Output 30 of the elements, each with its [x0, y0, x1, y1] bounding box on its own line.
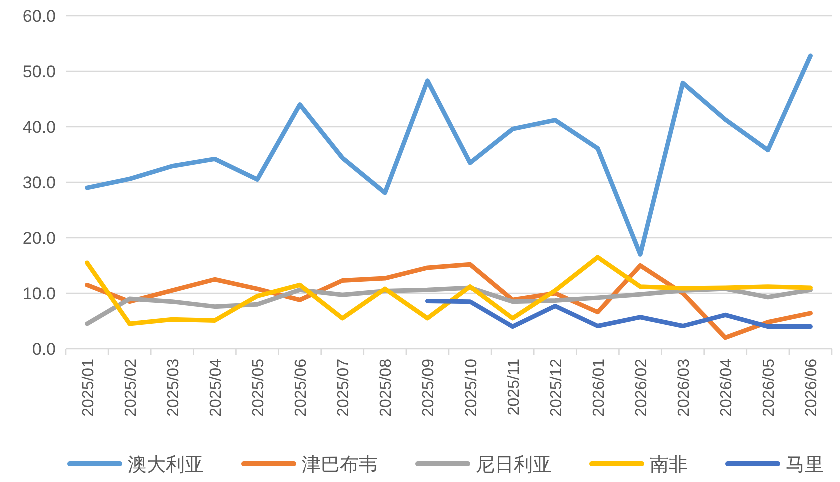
x-tick-label: 2026/03	[676, 358, 694, 417]
legend-label: 马里	[786, 455, 824, 476]
y-tick-label: 10.0	[22, 284, 56, 304]
x-tick-label: 2026/05	[761, 358, 778, 417]
x-tick-label: 2026/04	[718, 358, 736, 417]
y-tick-label: 40.0	[22, 118, 56, 137]
x-tick-label: 2025/09	[420, 358, 438, 417]
y-tick-label: 50.0	[22, 62, 56, 82]
x-tick-label: 2025/06	[293, 358, 310, 417]
x-tick-label: 2025/05	[250, 358, 268, 417]
y-tick-label: 0.0	[32, 340, 56, 359]
x-tick-label: 2026/06	[804, 358, 821, 417]
x-tick-label: 2025/02	[122, 358, 140, 417]
x-tick-label: 2025/10	[463, 358, 480, 417]
legend-label: 尼日利亚	[476, 455, 552, 476]
x-tick-label: 2025/07	[336, 358, 353, 417]
y-tick-label: 30.0	[22, 174, 56, 192]
legend-label: 南非	[650, 455, 688, 476]
y-tick-label: 20.0	[22, 229, 56, 248]
x-tick-label: 2025/11	[506, 358, 523, 416]
x-tick-label: 2025/12	[548, 358, 566, 417]
x-tick-label: 2025/04	[208, 358, 225, 417]
x-tick-label: 2025/08	[378, 358, 396, 417]
x-tick-label: 2025/01	[80, 358, 98, 417]
x-tick-label: 2026/01	[590, 358, 608, 417]
x-tick-label: 2026/02	[634, 358, 650, 417]
x-tick-label: 2025/03	[165, 358, 182, 417]
legend-label: 澳大利亚	[128, 455, 204, 476]
y-tick-label: 60.0	[22, 7, 56, 26]
legend-label: 津巴布韦	[302, 455, 378, 476]
